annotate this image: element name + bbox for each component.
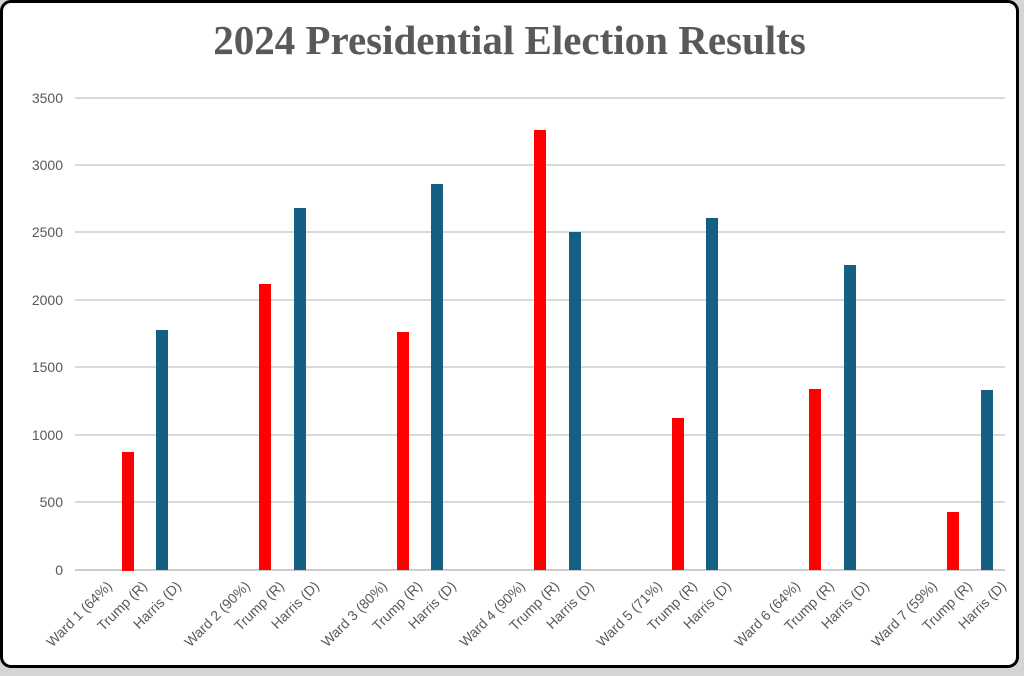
bar-trump-ward-3 — [396, 332, 409, 571]
chart-title: 2024 Presidential Election Results — [213, 17, 806, 63]
y-tick-label-2500: 2500 — [31, 224, 63, 241]
bar-harris-ward-5 — [706, 218, 719, 571]
bar-trump-ward-7 — [946, 512, 959, 571]
y-tick-label-2000: 2000 — [31, 291, 63, 308]
bar-trump-ward-5 — [671, 417, 684, 571]
y-tick-label-1000: 1000 — [31, 426, 63, 443]
bar-harris-ward-1 — [156, 330, 169, 571]
bar-trump-ward-2 — [259, 283, 272, 571]
y-tick-label-3500: 3500 — [31, 89, 63, 106]
gridline-3500 — [75, 96, 1005, 99]
bar-trump-ward-6 — [809, 388, 822, 571]
bar-harris-ward-7 — [981, 390, 994, 571]
y-tick-label-1500: 1500 — [31, 359, 63, 376]
y-tick-label-0: 0 — [55, 561, 63, 578]
plot-area: 0 500 1000 1500 2000 2500 3000 3500 Ward 1 (64%)… — [3, 3, 1016, 665]
bar-harris-ward-6 — [843, 264, 856, 571]
bar-harris-ward-2 — [293, 208, 306, 571]
bar-harris-ward-3 — [431, 183, 444, 571]
bar-harris-ward-4 — [568, 232, 581, 571]
y-tick-label-3000: 3000 — [31, 156, 63, 173]
bar-trump-ward-4 — [534, 129, 547, 571]
bar-trump-ward-1 — [121, 451, 134, 571]
y-tick-label-500: 500 — [39, 494, 63, 511]
